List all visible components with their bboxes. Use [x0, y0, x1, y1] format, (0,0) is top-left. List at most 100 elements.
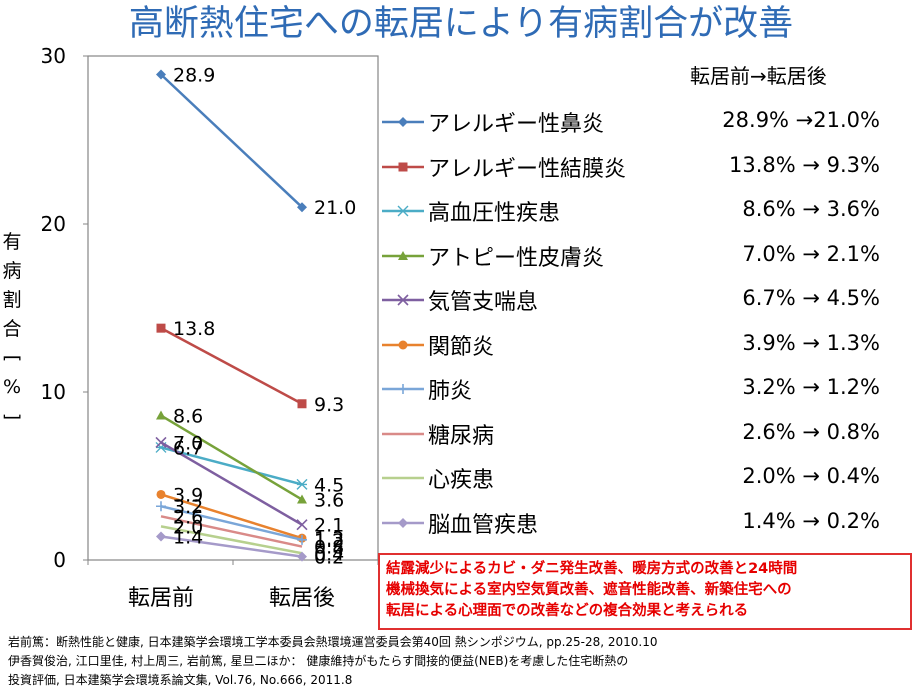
series-2: [156, 323, 307, 409]
legend-item: 気管支喘息 6.7% → 4.5%: [380, 282, 880, 318]
data-point: [297, 551, 307, 562]
series-line: [160, 414, 303, 501]
data-label: 13.8: [173, 318, 215, 340]
legend-change-value: 3.2% → 1.2%: [742, 375, 880, 399]
data-label: 3.9: [173, 484, 203, 506]
y-axis-label-char: 病: [2, 260, 22, 282]
legend-item: アレルギー性結膜炎 13.8% → 9.3%: [380, 149, 880, 185]
series-line: [160, 441, 303, 526]
data-label: 1.4: [173, 526, 203, 548]
note-line: 結露減少によるカビ・ダニ発生改善、暖房方式の改善と24時間: [386, 561, 798, 577]
legend-item: 脳血管疾患 1.4% → 0.2%: [380, 505, 880, 541]
legend-item: 関節炎 3.9% → 1.3%: [380, 327, 880, 363]
data-label: 2.6: [173, 506, 203, 528]
legend-label: 心疾患: [428, 468, 495, 493]
reference-line: 伊香賀俊治, 江口里佳, 村上周三, 岩前篤, 星旦二ほか： 健康維持がもたらす…: [8, 654, 629, 668]
data-point: [156, 501, 166, 512]
legend-swatch: [382, 476, 424, 480]
note-line: 機械換気による室内空気質改善、遮音性能改善、新築住宅への: [386, 582, 792, 598]
series-line: [160, 446, 303, 486]
legend-swatch: [382, 250, 424, 260]
y-axis-label-char: 合: [2, 318, 22, 340]
chart-series: [155, 69, 308, 562]
series-5: [155, 436, 308, 531]
legend-change-value: 6.7% → 4.5%: [742, 286, 880, 310]
legend-header: 転居前→転居後: [690, 64, 827, 88]
series-line: [160, 535, 303, 558]
data-label: 9.3: [314, 394, 344, 416]
legend-change-value: 13.8% → 9.3%: [728, 152, 880, 177]
y-axis-label: 有病割合 [%]: [0, 228, 24, 431]
legend-change-value: 7.0% → 2.1%: [742, 241, 880, 266]
note-line: 転居による心理面での改善などの複合効果と考えられる: [386, 603, 749, 619]
legend-change-value: 28.9% →21.0%: [722, 108, 880, 132]
legend-swatch: [382, 117, 424, 127]
legend-item: 心疾患 2.0% → 0.4%: [380, 460, 880, 496]
y-tick-label: 10: [41, 380, 66, 404]
data-point: [297, 534, 307, 545]
data-point: [155, 436, 167, 448]
legend-label: アレルギー性結膜炎: [428, 156, 627, 182]
legend-change-value: 2.0% → 0.4%: [742, 464, 880, 488]
y-tick-label: 30: [41, 44, 66, 68]
legend-swatch: [382, 384, 424, 394]
data-point: [156, 323, 166, 333]
data-label: 8.6: [173, 406, 203, 428]
legend-change-value: 2.6% → 0.8%: [742, 419, 880, 444]
series-line: [160, 73, 303, 209]
legend-label: 脳血管疾患: [428, 512, 539, 538]
y-tick-label: 20: [41, 212, 66, 236]
legend-item: アトピー性皮膚炎 7.0% → 2.1%: [380, 238, 880, 274]
legend-change-value: 3.9% → 1.3%: [742, 330, 880, 355]
series-1: [156, 69, 307, 213]
data-point: [398, 117, 408, 127]
data-point: [398, 250, 408, 260]
legend-swatch: [382, 340, 424, 349]
series-8: [160, 515, 303, 548]
chart-axes: 0 10 20 30 転居前 転居後: [41, 44, 379, 611]
chart-data-labels: 28.9 21.0 13.8 9.3 6.7 4.5 8.6 3.6 7.0 2.1 3.9 1.3 3…: [173, 64, 356, 568]
legend-change-value: 8.6% → 3.6%: [742, 197, 880, 221]
references: 岩前篤：断熱性能と健康, 日本建築学会環境工学本委員会熱環境運営委員会第40回 …: [8, 633, 658, 690]
data-point: [296, 519, 308, 531]
data-point: [156, 531, 166, 542]
legend-label: アトピー性皮膚炎: [428, 245, 605, 271]
data-label: 28.9: [173, 64, 215, 86]
y-axis-label-char: ]: [1, 412, 24, 421]
data-label: 4.5: [314, 474, 344, 496]
data-point: [397, 294, 409, 306]
data-label: 3.2: [173, 496, 203, 518]
data-point: [398, 384, 408, 394]
data-point: [297, 202, 307, 213]
legend-item: 糖尿病 2.6% → 0.8%: [380, 416, 880, 452]
legend-item: アレルギー性鼻炎 28.9% →21.0%: [380, 104, 880, 140]
data-point: [398, 162, 408, 171]
data-point: [398, 517, 408, 528]
data-point: [296, 478, 308, 490]
data-label: 7.0: [173, 432, 203, 454]
data-label: 2.0: [173, 516, 203, 538]
data-point: [156, 69, 166, 80]
series-line: [160, 493, 303, 540]
legend-label: 関節炎: [428, 334, 495, 360]
series-4: [156, 410, 307, 504]
data-label: 0.8: [314, 537, 344, 559]
data-point: [397, 205, 409, 217]
series-line: [160, 505, 303, 542]
data-point: [156, 410, 166, 420]
y-axis-label-char: [: [1, 354, 24, 363]
series-line: [160, 525, 303, 555]
legend-label: 高血圧性疾患: [428, 201, 561, 226]
legend-label: 気管支喘息: [428, 290, 539, 315]
series-9: [160, 525, 303, 555]
data-label: 0.4: [314, 543, 344, 565]
data-label: 3.6: [314, 490, 344, 512]
legend-label: アレルギー性鼻炎: [428, 112, 605, 137]
legend-label: 糖尿病: [428, 423, 495, 449]
y-tick-label: 0: [53, 548, 66, 572]
reference-line: 投資評価, 日本建築学会環境系論文集, Vol.76, No.666, 2011…: [8, 673, 353, 687]
data-label: 0.2: [314, 547, 344, 569]
legend-swatch: [382, 294, 424, 306]
series-line: [160, 515, 303, 548]
data-label: 1.2: [314, 530, 344, 552]
